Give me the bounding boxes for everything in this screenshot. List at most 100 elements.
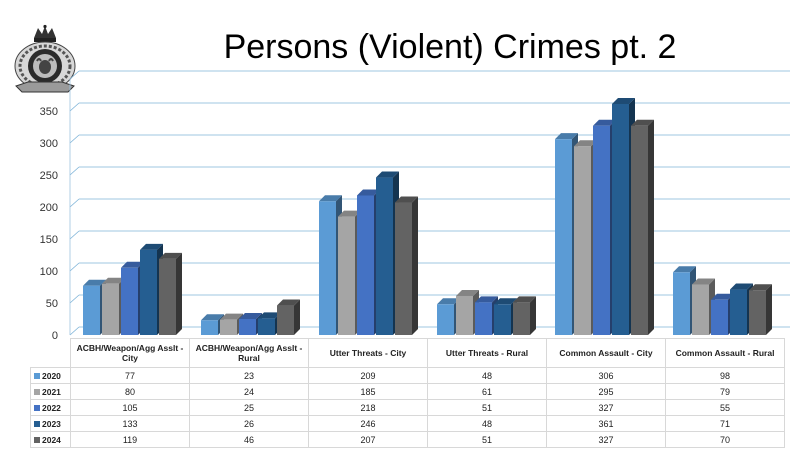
bar-top [102,277,125,284]
table-cell: 48 [427,415,547,432]
bar-top [593,119,616,126]
series-name: 2024 [42,434,61,445]
bar [258,312,281,335]
bar-top [612,97,635,104]
category-header: Common Assault - City [546,338,666,368]
bar-top [494,298,517,305]
bar-side [766,284,772,335]
table-cell: 26 [189,415,309,432]
bar [631,119,654,335]
bar-front [201,320,218,335]
series-label: 2022 [30,399,71,416]
table-cell: 133 [70,415,190,432]
bar-front [338,216,355,335]
y-tick-label: 200 [40,202,58,214]
y-tick-label: 150 [40,234,58,246]
bar [277,299,300,335]
table-cell: 77 [70,367,190,384]
bar-front [711,299,728,335]
category-header: Utter Threats - City [308,338,428,368]
bar-front [140,249,157,335]
bar-front [121,267,138,335]
gridline-depth [69,230,80,240]
bar-top [574,140,597,147]
bar-front [692,284,709,335]
bar-side [176,252,182,335]
bar-top [140,243,163,250]
legend-key-icon [34,373,40,380]
table-cell: 46 [189,431,309,448]
table-header-row: ACBH/Weapon/Agg Asslt -City ACBH/Weapon/A… [31,338,785,368]
gridline-depth [69,326,80,336]
bar-front [376,177,393,335]
bar [239,313,262,335]
bar-top [376,171,399,178]
bar-top [159,252,182,259]
y-tick-label: 50 [46,298,58,310]
bar-front [220,319,237,335]
table-row: 2023 133 26 246 48 361 71 [30,415,785,432]
bar-top [121,261,144,268]
bar-top [437,298,460,305]
bar-top [730,283,753,290]
bar-front [475,302,492,335]
bar [395,196,418,335]
gridline-depth [69,294,80,304]
category-header: Common Assault - Rural [665,338,785,368]
gridline-depth [69,70,80,80]
table-row: 2022 105 25 218 51 327 55 [30,399,785,416]
bar-top [239,313,262,319]
bar-top [338,210,361,217]
gridline-depth [69,134,80,144]
legend-key-icon [34,389,40,396]
table-cell: 51 [427,399,547,416]
table-body: 2020 77 23 209 48 306 98 2021 80 24 185 61 295 79 2022… [30,367,785,448]
table-cell: 24 [189,383,309,400]
bar [220,313,243,335]
bar-front [277,305,294,335]
bar-side [412,196,418,335]
bar-front [555,139,572,335]
bar-top [513,296,536,303]
table-cell: 98 [665,367,785,384]
table-cell: 207 [308,431,428,448]
gridline-depth [69,102,80,112]
series-name: 2021 [42,386,61,397]
bar-front [631,125,648,335]
bar-front [258,318,275,335]
bar-top [456,289,479,296]
table-cell: 70 [665,431,785,448]
table-cell: 23 [189,367,309,384]
table-cell: 71 [665,415,785,432]
gridline-depth [69,262,80,272]
series-label: 2021 [30,383,71,400]
data-table: ACBH/Weapon/Agg Asslt -City ACBH/Weapon/A… [30,338,785,448]
table-cell: 80 [70,383,190,400]
chart-title: Persons (Violent) Crimes pt. 2 [223,28,677,66]
bar-front [437,304,454,335]
table-row: 2020 77 23 209 48 306 98 [30,367,785,384]
category-header: ACBH/Weapon/Agg Asslt -City [70,338,190,368]
bar-front [456,295,473,335]
table-cell: 209 [308,367,428,384]
y-tick-label: 100 [40,266,58,278]
bar-top [749,284,772,291]
table-row: 2021 80 24 185 61 295 79 [30,383,785,400]
table-cell: 55 [665,399,785,416]
bar-chart: 0 50 100 150 200 250 300 350 [40,70,790,340]
bar-side [530,296,536,335]
bar-front [593,125,610,335]
bar-front [673,272,690,335]
table-cell: 361 [546,415,666,432]
gridline-depth [69,166,80,176]
series-label: 2023 [30,415,71,432]
bar-front [574,146,591,335]
bar-front [357,195,374,335]
bar-front [83,285,100,335]
bar-top [395,196,418,203]
bar-front [749,290,766,335]
bar-top [555,133,578,140]
table-cell: 295 [546,383,666,400]
bar-side [648,119,654,335]
gridline-depth [69,198,80,208]
